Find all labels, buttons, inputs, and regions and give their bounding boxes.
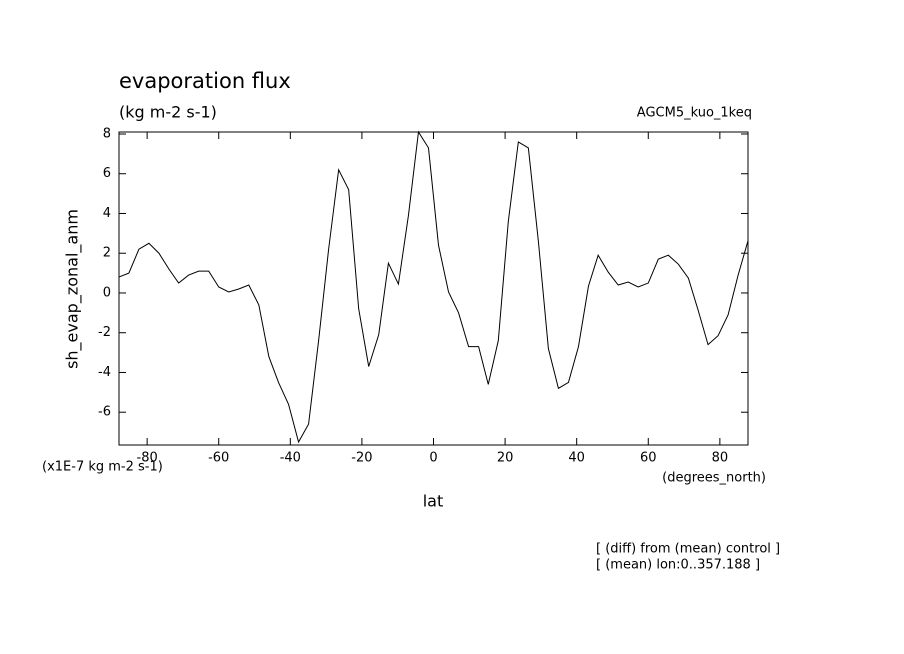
x-tick-label: -80 <box>137 451 158 466</box>
data-line <box>118 130 749 444</box>
y-tick-label: 2 <box>103 246 111 261</box>
x-tick-label: 80 <box>712 451 729 466</box>
dataset-label: AGCM5_kuo_1keq <box>637 106 752 121</box>
y-tick-label: -4 <box>98 365 111 380</box>
x-axis-label: lat <box>423 492 444 511</box>
y-tick-label: 0 <box>103 285 111 300</box>
y-tick-label: 8 <box>103 126 111 141</box>
y-tick-label: -2 <box>98 325 111 340</box>
x-units: (degrees_north) <box>662 471 766 486</box>
y-tick-label: -6 <box>98 405 111 420</box>
x-tick-label: 40 <box>568 451 585 466</box>
x-tick-label: -60 <box>208 451 229 466</box>
y-units: (x1E-7 kg m-2 s-1) <box>42 460 163 475</box>
note: [ (mean) lon:0..357.188 ] <box>596 558 760 573</box>
chart-title: evaporation flux <box>119 69 291 93</box>
y-tick-label: 4 <box>103 206 111 221</box>
x-tick-label: 0 <box>429 451 437 466</box>
x-tick-label: 20 <box>497 451 514 466</box>
y-tick-label: 6 <box>103 166 111 181</box>
chart-subtitle: (kg m-2 s-1) <box>119 103 217 122</box>
y-axis-label: sh_evap_zonal_anm <box>63 209 83 369</box>
note: [ (diff) from (mean) control ] <box>596 542 780 557</box>
plot-frame <box>118 131 749 446</box>
x-tick-label: -40 <box>280 451 301 466</box>
x-tick-label: -20 <box>351 451 372 466</box>
x-tick-label: 60 <box>640 451 657 466</box>
